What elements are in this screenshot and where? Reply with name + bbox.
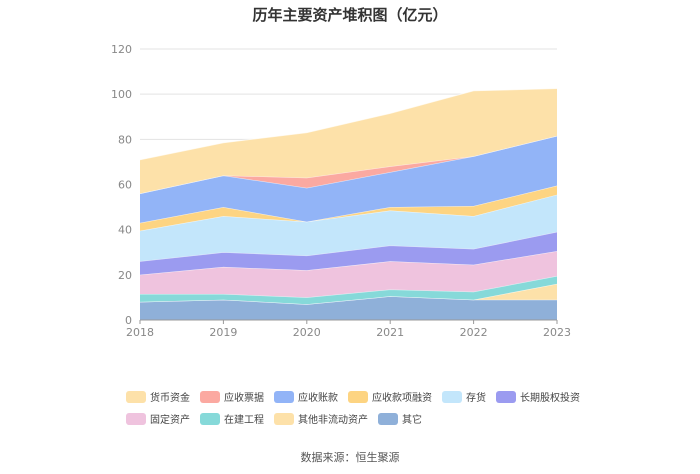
legend-swatch xyxy=(442,390,462,403)
y-tick-label: 40 xyxy=(118,224,132,237)
y-tick-label: 20 xyxy=(118,269,132,282)
legend-item[interactable]: 应收票据 xyxy=(200,389,264,404)
legend: 货币资金 应收票据 应收账款 应收款项融资 存货 长期股权投资固定资产 在建工程 其他非流动资… xyxy=(126,389,596,433)
source-note: 数据来源：恒生聚源 xyxy=(300,451,400,464)
area-在建工程 xyxy=(140,276,557,305)
series-line-货币资金 xyxy=(139,88,558,161)
legend-label: 固定资产 xyxy=(150,415,190,426)
y-tick-label: 120 xyxy=(111,43,132,56)
legend-item[interactable]: 存货 xyxy=(442,389,486,404)
area-存货 xyxy=(140,194,557,262)
y-tick-label: 80 xyxy=(118,133,132,146)
legend-swatch xyxy=(274,412,294,425)
legend-item[interactable]: 长期股权投资 xyxy=(496,389,580,404)
legend-label: 货币资金 xyxy=(150,393,190,404)
legend-label: 应收票据 xyxy=(224,393,264,404)
x-tick-label: 2019 xyxy=(209,326,237,339)
area-固定资产 xyxy=(140,251,557,298)
legend-label: 应收账款 xyxy=(298,393,338,404)
legend-row: 固定资产 在建工程 其他非流动资产 其它 xyxy=(126,411,596,426)
legend-swatch xyxy=(126,390,146,403)
legend-label: 应收款项融资 xyxy=(372,393,432,404)
legend-swatch xyxy=(496,390,516,403)
legend-label: 其他非流动资产 xyxy=(298,415,368,426)
legend-item[interactable]: 其他非流动资产 xyxy=(274,411,368,426)
legend-label: 存货 xyxy=(466,393,486,404)
legend-item[interactable]: 其它 xyxy=(378,411,422,426)
legend-label: 在建工程 xyxy=(224,415,264,426)
area-长期股权投资 xyxy=(140,231,557,275)
legend-label: 长期股权投资 xyxy=(520,393,580,404)
chart-title: 历年主要资产堆积图（亿元） xyxy=(252,6,448,24)
area-货币资金 xyxy=(140,88,557,194)
legend-item[interactable]: 货币资金 xyxy=(126,389,190,404)
y-tick-label: 0 xyxy=(125,314,132,327)
legend-swatch xyxy=(274,390,294,403)
area-其它 xyxy=(140,296,557,320)
axes: 0 20 40 60 80 100 120 2018 2019 2020 2021 2022 2023 xyxy=(111,43,571,339)
legend-label: 其它 xyxy=(402,415,422,426)
x-tick-label: 2022 xyxy=(460,326,488,339)
x-tick-label: 2021 xyxy=(376,326,404,339)
legend-swatch xyxy=(200,412,220,425)
y-tick-label: 60 xyxy=(118,179,132,192)
legend-item[interactable]: 在建工程 xyxy=(200,411,264,426)
area-应收账款 xyxy=(140,135,557,223)
y-tick-label: 100 xyxy=(111,88,132,101)
legend-swatch xyxy=(126,412,146,425)
x-tick-label: 2020 xyxy=(293,326,321,339)
x-tick-label: 2018 xyxy=(126,326,154,339)
legend-swatch xyxy=(348,390,368,403)
legend-item[interactable]: 应收账款 xyxy=(274,389,338,404)
x-tick-label: 2023 xyxy=(543,326,571,339)
legend-row: 货币资金 应收票据 应收账款 应收款项融资 存货 长期股权投资 xyxy=(126,389,596,404)
legend-item[interactable]: 应收款项融资 xyxy=(348,389,432,404)
legend-swatch xyxy=(200,390,220,403)
legend-item[interactable]: 固定资产 xyxy=(126,411,190,426)
area-应收款项融资 xyxy=(140,185,557,231)
legend-swatch xyxy=(378,412,398,425)
area-series xyxy=(139,88,558,320)
